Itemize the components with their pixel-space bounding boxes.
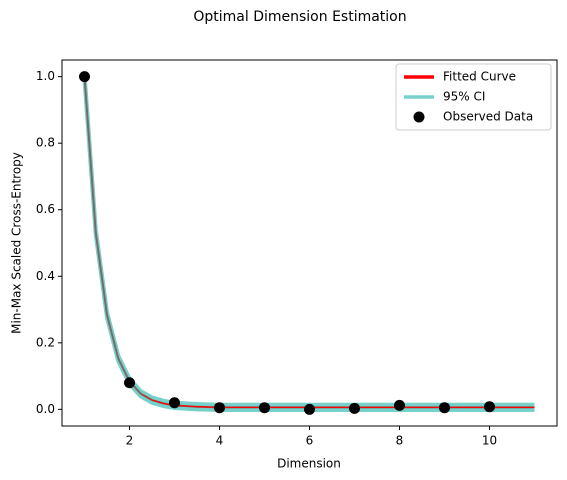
data-point: [169, 397, 180, 409]
data-point: [484, 401, 495, 413]
x-tick-label: 2: [126, 434, 134, 448]
x-tick-label: 8: [396, 434, 404, 448]
ci-band: [82, 73, 535, 413]
data-point: [349, 402, 360, 414]
data-point: [214, 402, 225, 414]
data-point: [304, 403, 315, 415]
chart-title: Optimal Dimension Estimation: [193, 9, 406, 25]
x-tick-label: 10: [482, 434, 497, 448]
y-tick-label: 0.6: [36, 202, 55, 216]
ci-upper: [82, 73, 535, 407]
x-axis-label: Dimension: [277, 457, 341, 471]
x-tick-label: 6: [306, 434, 314, 448]
y-tick-label: 0.0: [36, 402, 55, 416]
y-tick-label: 1.0: [36, 69, 55, 83]
legend-label: Fitted Curve: [443, 70, 516, 84]
data-point: [439, 402, 450, 414]
data-point: [259, 402, 270, 414]
y-tick-label: 0.4: [36, 269, 55, 283]
legend-label: 95% CI: [443, 90, 485, 104]
x-tick-label: 4: [216, 434, 224, 448]
y-tick-label: 0.2: [36, 335, 55, 349]
legend-label: Observed Data: [443, 110, 533, 124]
legend-marker: [413, 111, 425, 123]
plot-frame: [61, 59, 558, 427]
data-point: [394, 399, 405, 411]
data-point: [79, 71, 90, 83]
y-axis-label: Min-Max Scaled Cross-Entropy: [10, 152, 24, 334]
legend-box: [395, 63, 552, 131]
y-tick-label: 0.8: [36, 136, 55, 150]
data-point: [124, 377, 135, 389]
